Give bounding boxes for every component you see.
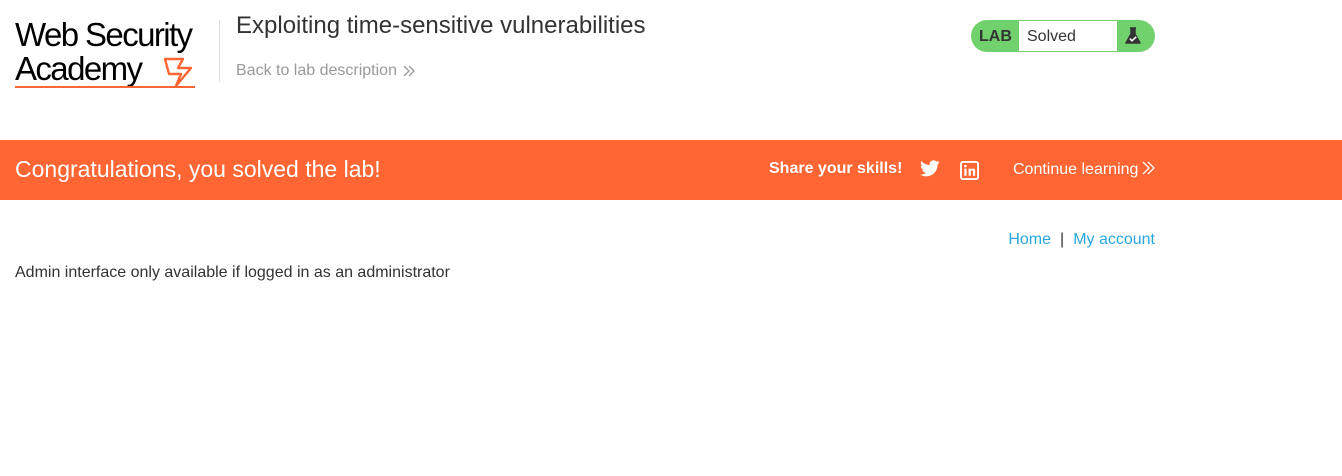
top-nav: Home | My account (1008, 231, 1155, 249)
solved-banner: Congratulations, you solved the lab! Sha… (0, 140, 1342, 200)
web-security-academy-logo[interactable]: Web Security Academy (15, 18, 220, 90)
linkedin-icon[interactable] (960, 161, 979, 180)
nav-separator: | (1060, 231, 1065, 248)
lightning-icon (163, 57, 193, 88)
logo-line-1: Web Security (15, 16, 193, 53)
continue-learning-link[interactable]: Continue learning (1013, 161, 1156, 179)
header: Web Security Academy Exploiting time-sen… (0, 0, 1342, 140)
lab-tag: LAB (979, 28, 1012, 45)
admin-interface-message: Admin interface only available if logged… (15, 264, 450, 281)
logo-underline (15, 86, 195, 88)
my-account-link[interactable]: My account (1073, 231, 1155, 248)
header-divider (219, 20, 220, 82)
congratulations-message: Congratulations, you solved the lab! (15, 156, 381, 182)
lab-title: Exploiting time-sensitive vulnerabilitie… (236, 12, 646, 39)
twitter-icon[interactable] (920, 160, 940, 177)
share-label: Share your skills! (769, 160, 903, 177)
double-chevron-right-icon (403, 65, 415, 77)
logo-line-2: Academy (15, 50, 143, 87)
home-link[interactable]: Home (1008, 231, 1052, 248)
lab-status-text: Solved (1019, 21, 1117, 51)
lab-status-widget: LAB Solved (971, 20, 1155, 52)
double-chevron-right-icon (1142, 161, 1156, 175)
logo-text: Web Security Academy (15, 16, 193, 87)
flask-icon (1125, 27, 1141, 44)
continue-learning-label: Continue learning (1013, 161, 1139, 178)
back-link-label: Back to lab description (236, 62, 397, 79)
back-to-lab-description-link[interactable]: Back to lab description (236, 62, 415, 80)
